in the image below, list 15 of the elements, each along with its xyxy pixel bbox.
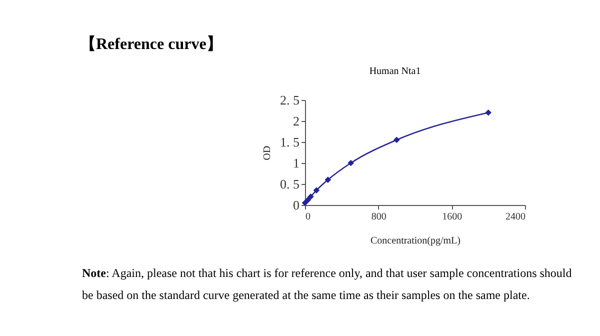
y-tick-label: 1. 5 [280,134,300,150]
text: 【Reference curve】 [80,34,222,55]
x-tick-label: 2400 [506,212,526,222]
x-tick-label: 1600 [442,212,462,222]
y-tick-label: 2 [293,114,300,128]
y-tick-label: 2. 5 [280,92,300,108]
y-tick-label: 0. 5 [280,176,300,192]
x-tick-label: 0 [306,212,310,222]
x-tick-label: 800 [371,212,386,222]
y-tick-label: 0 [293,198,300,212]
x-axis-title: Concentration(pg/mL) [370,236,460,246]
y-tick-label: 1 [293,156,300,170]
y-axis-title: OD [262,146,273,160]
chart-subtitle: Human Nta1 [369,66,421,77]
text: Note: Again, please not that his chart is for reference only, and that user sample concentrations should be based on the standard curve generated at the same time as their samples on the same plate. [82,265,573,304]
